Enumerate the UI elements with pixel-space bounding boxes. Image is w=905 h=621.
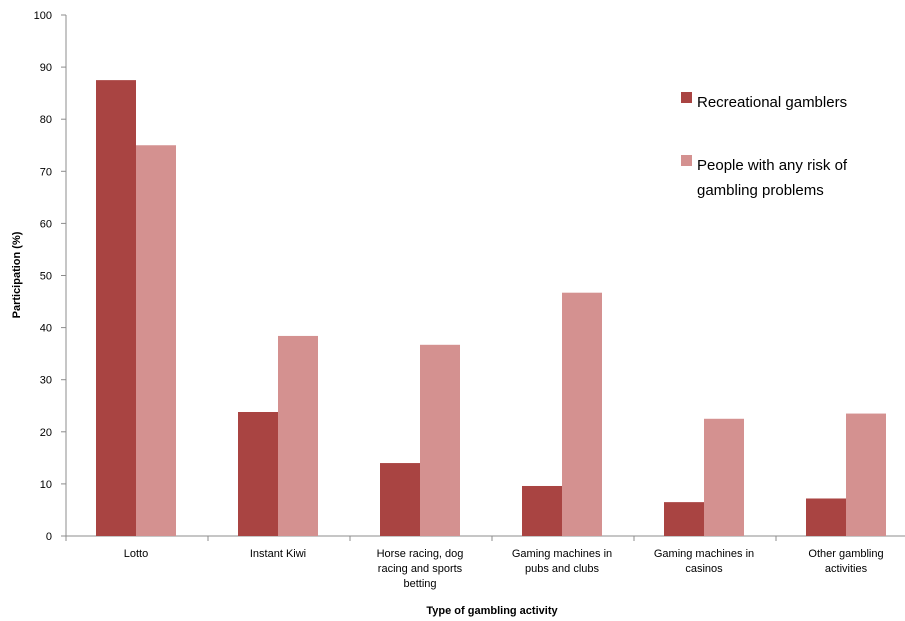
- x-tick-label: casinos: [685, 563, 723, 575]
- y-tick-label: 10: [40, 479, 52, 491]
- y-tick-label: 90: [40, 62, 52, 74]
- y-tick-label: 40: [40, 323, 52, 335]
- x-tick-label: betting: [403, 578, 436, 590]
- bar-series-2: [846, 413, 886, 536]
- x-tick-label: racing and sports: [378, 563, 463, 575]
- x-tick-label: Horse racing, dog: [377, 548, 464, 560]
- x-tick-label: Gaming machines in: [512, 548, 612, 560]
- x-tick-label: Gaming machines in: [654, 548, 754, 560]
- y-axis-ticks: 0 10 20 30 40 50 60 70 80 90 100: [34, 10, 777, 543]
- bar-series-1: [522, 485, 562, 536]
- legend-label: People with any risk of: [697, 157, 848, 174]
- y-tick-label: 0: [46, 531, 52, 543]
- bars: [96, 80, 886, 536]
- bar-series-2: [420, 344, 460, 536]
- x-tick-label: Lotto: [124, 548, 148, 560]
- bar-series-2: [562, 292, 602, 536]
- y-axis-title: Participation (%): [11, 231, 23, 318]
- y-tick-label: 30: [40, 375, 52, 387]
- x-tick-label: activities: [825, 563, 868, 575]
- y-tick-label: 80: [40, 114, 52, 126]
- y-tick-label: 20: [40, 427, 52, 439]
- bar-series-1: [664, 502, 704, 536]
- bar-series-1: [806, 498, 846, 536]
- y-tick-label: 70: [40, 166, 52, 178]
- bar-series-2: [278, 335, 318, 536]
- y-tick-label: 100: [34, 10, 52, 22]
- y-tick-label: 60: [40, 218, 52, 230]
- bar-series-1: [380, 463, 420, 536]
- bar-series-2: [136, 145, 176, 536]
- x-tick-label: Other gambling: [808, 548, 883, 560]
- bar-series-1: [96, 80, 136, 536]
- legend-label: gambling problems: [697, 182, 824, 199]
- bar-series-1: [238, 412, 278, 536]
- bar-series-2: [704, 418, 744, 536]
- legend-swatch: [681, 155, 692, 166]
- y-tick-label: 50: [40, 271, 52, 283]
- x-tick-label: Instant Kiwi: [250, 548, 306, 560]
- legend: Recreational gamblers People with any ris…: [681, 92, 848, 199]
- x-axis-tick-labels: Lotto Instant Kiwi Horse racing, dog racing…: [124, 548, 884, 590]
- legend-swatch: [681, 92, 692, 103]
- x-axis-title: Type of gambling activity: [426, 605, 558, 617]
- x-tick-label: pubs and clubs: [525, 563, 599, 575]
- legend-label: Recreational gamblers: [697, 94, 847, 111]
